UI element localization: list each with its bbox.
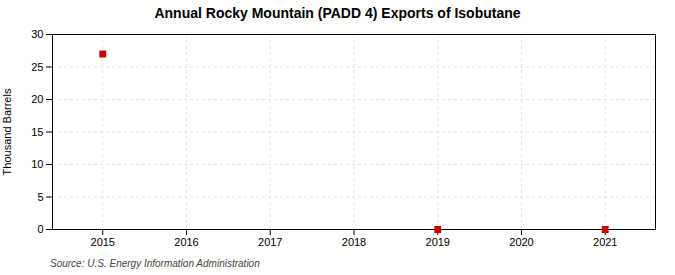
svg-text:2018: 2018 (342, 236, 366, 248)
svg-text:2016: 2016 (174, 236, 198, 248)
svg-text:30: 30 (31, 28, 43, 40)
svg-text:2020: 2020 (509, 236, 533, 248)
svg-text:5: 5 (37, 191, 43, 203)
html-text:Source: U.S. Energy Informatio: Source: U.S. Energy Information Administ… (50, 258, 260, 269)
html-text:Annual Rocky Mountain (PADD 4): Annual Rocky Mountain (PADD 4) Exports o… (154, 5, 521, 21)
svg-text:2021: 2021 (593, 236, 617, 248)
svg-text:Thousand Barrels: Thousand Barrels (1, 88, 13, 175)
svg-text:2019: 2019 (426, 236, 450, 248)
svg-text:0: 0 (37, 223, 43, 235)
svg-text:15: 15 (31, 126, 43, 138)
svg-text:2017: 2017 (258, 236, 282, 248)
svg-text:10: 10 (31, 158, 43, 170)
svg-text:20: 20 (31, 93, 43, 105)
svg-text:2015: 2015 (91, 236, 115, 248)
svg-text:25: 25 (31, 61, 43, 73)
